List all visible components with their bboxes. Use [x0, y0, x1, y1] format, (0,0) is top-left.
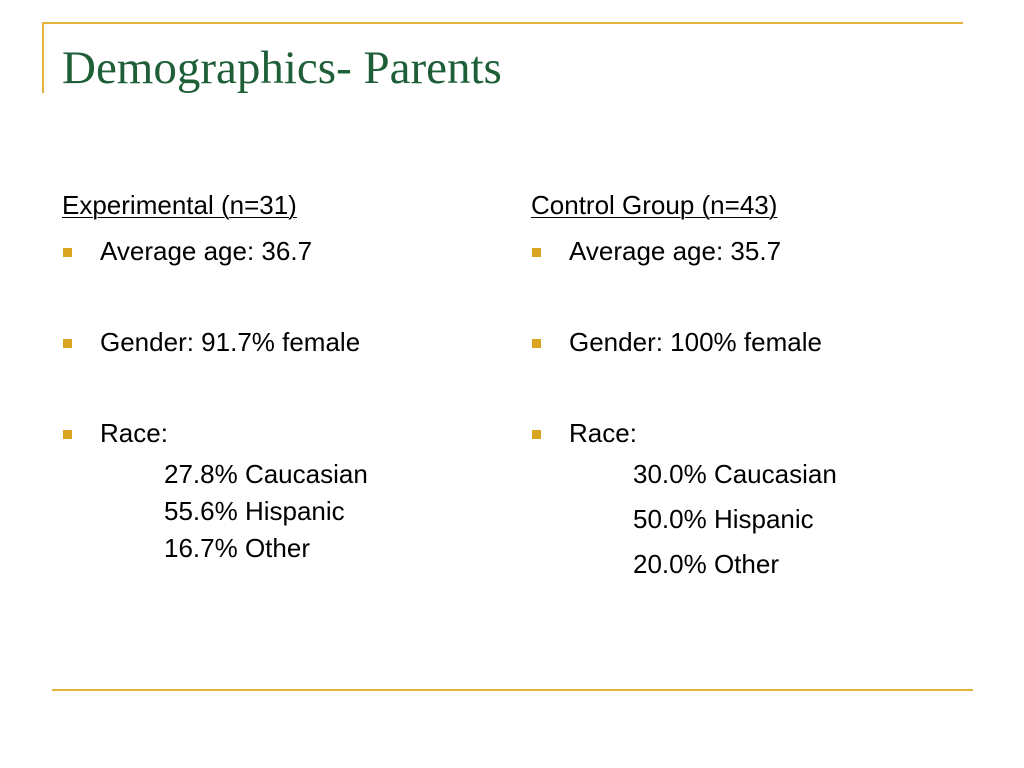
control-race-other: 20.0% Other	[633, 549, 779, 579]
bullet-square-icon	[63, 339, 72, 348]
experimental-race-caucasian: 27.8% Caucasian	[164, 459, 368, 489]
experimental-race-other: 16.7% Other	[164, 533, 310, 563]
top-border-line	[42, 22, 963, 24]
bottom-border-line	[52, 689, 973, 691]
left-border-line	[42, 22, 44, 93]
experimental-race-label: Race:	[100, 418, 168, 448]
control-age-text: Average age: 35.7	[569, 236, 782, 266]
bullet-square-icon	[63, 248, 72, 257]
control-heading: Control Group (n=43)	[531, 190, 778, 220]
control-race-hispanic: 50.0% Hispanic	[633, 504, 814, 534]
experimental-age-text: Average age: 36.7	[100, 236, 313, 266]
slide-title: Demographics- Parents	[62, 42, 502, 94]
bullet-square-icon	[63, 430, 72, 439]
bullet-square-icon	[532, 339, 541, 348]
experimental-gender-text: Gender: 91.7% female	[100, 327, 361, 357]
control-race-caucasian: 30.0% Caucasian	[633, 459, 837, 489]
bullet-square-icon	[532, 248, 541, 257]
experimental-heading: Experimental (n=31)	[62, 190, 297, 220]
bullet-square-icon	[532, 430, 541, 439]
control-race-label: Race:	[569, 418, 637, 448]
control-gender-text: Gender: 100% female	[569, 327, 822, 357]
experimental-race-hispanic: 55.6% Hispanic	[164, 496, 345, 526]
